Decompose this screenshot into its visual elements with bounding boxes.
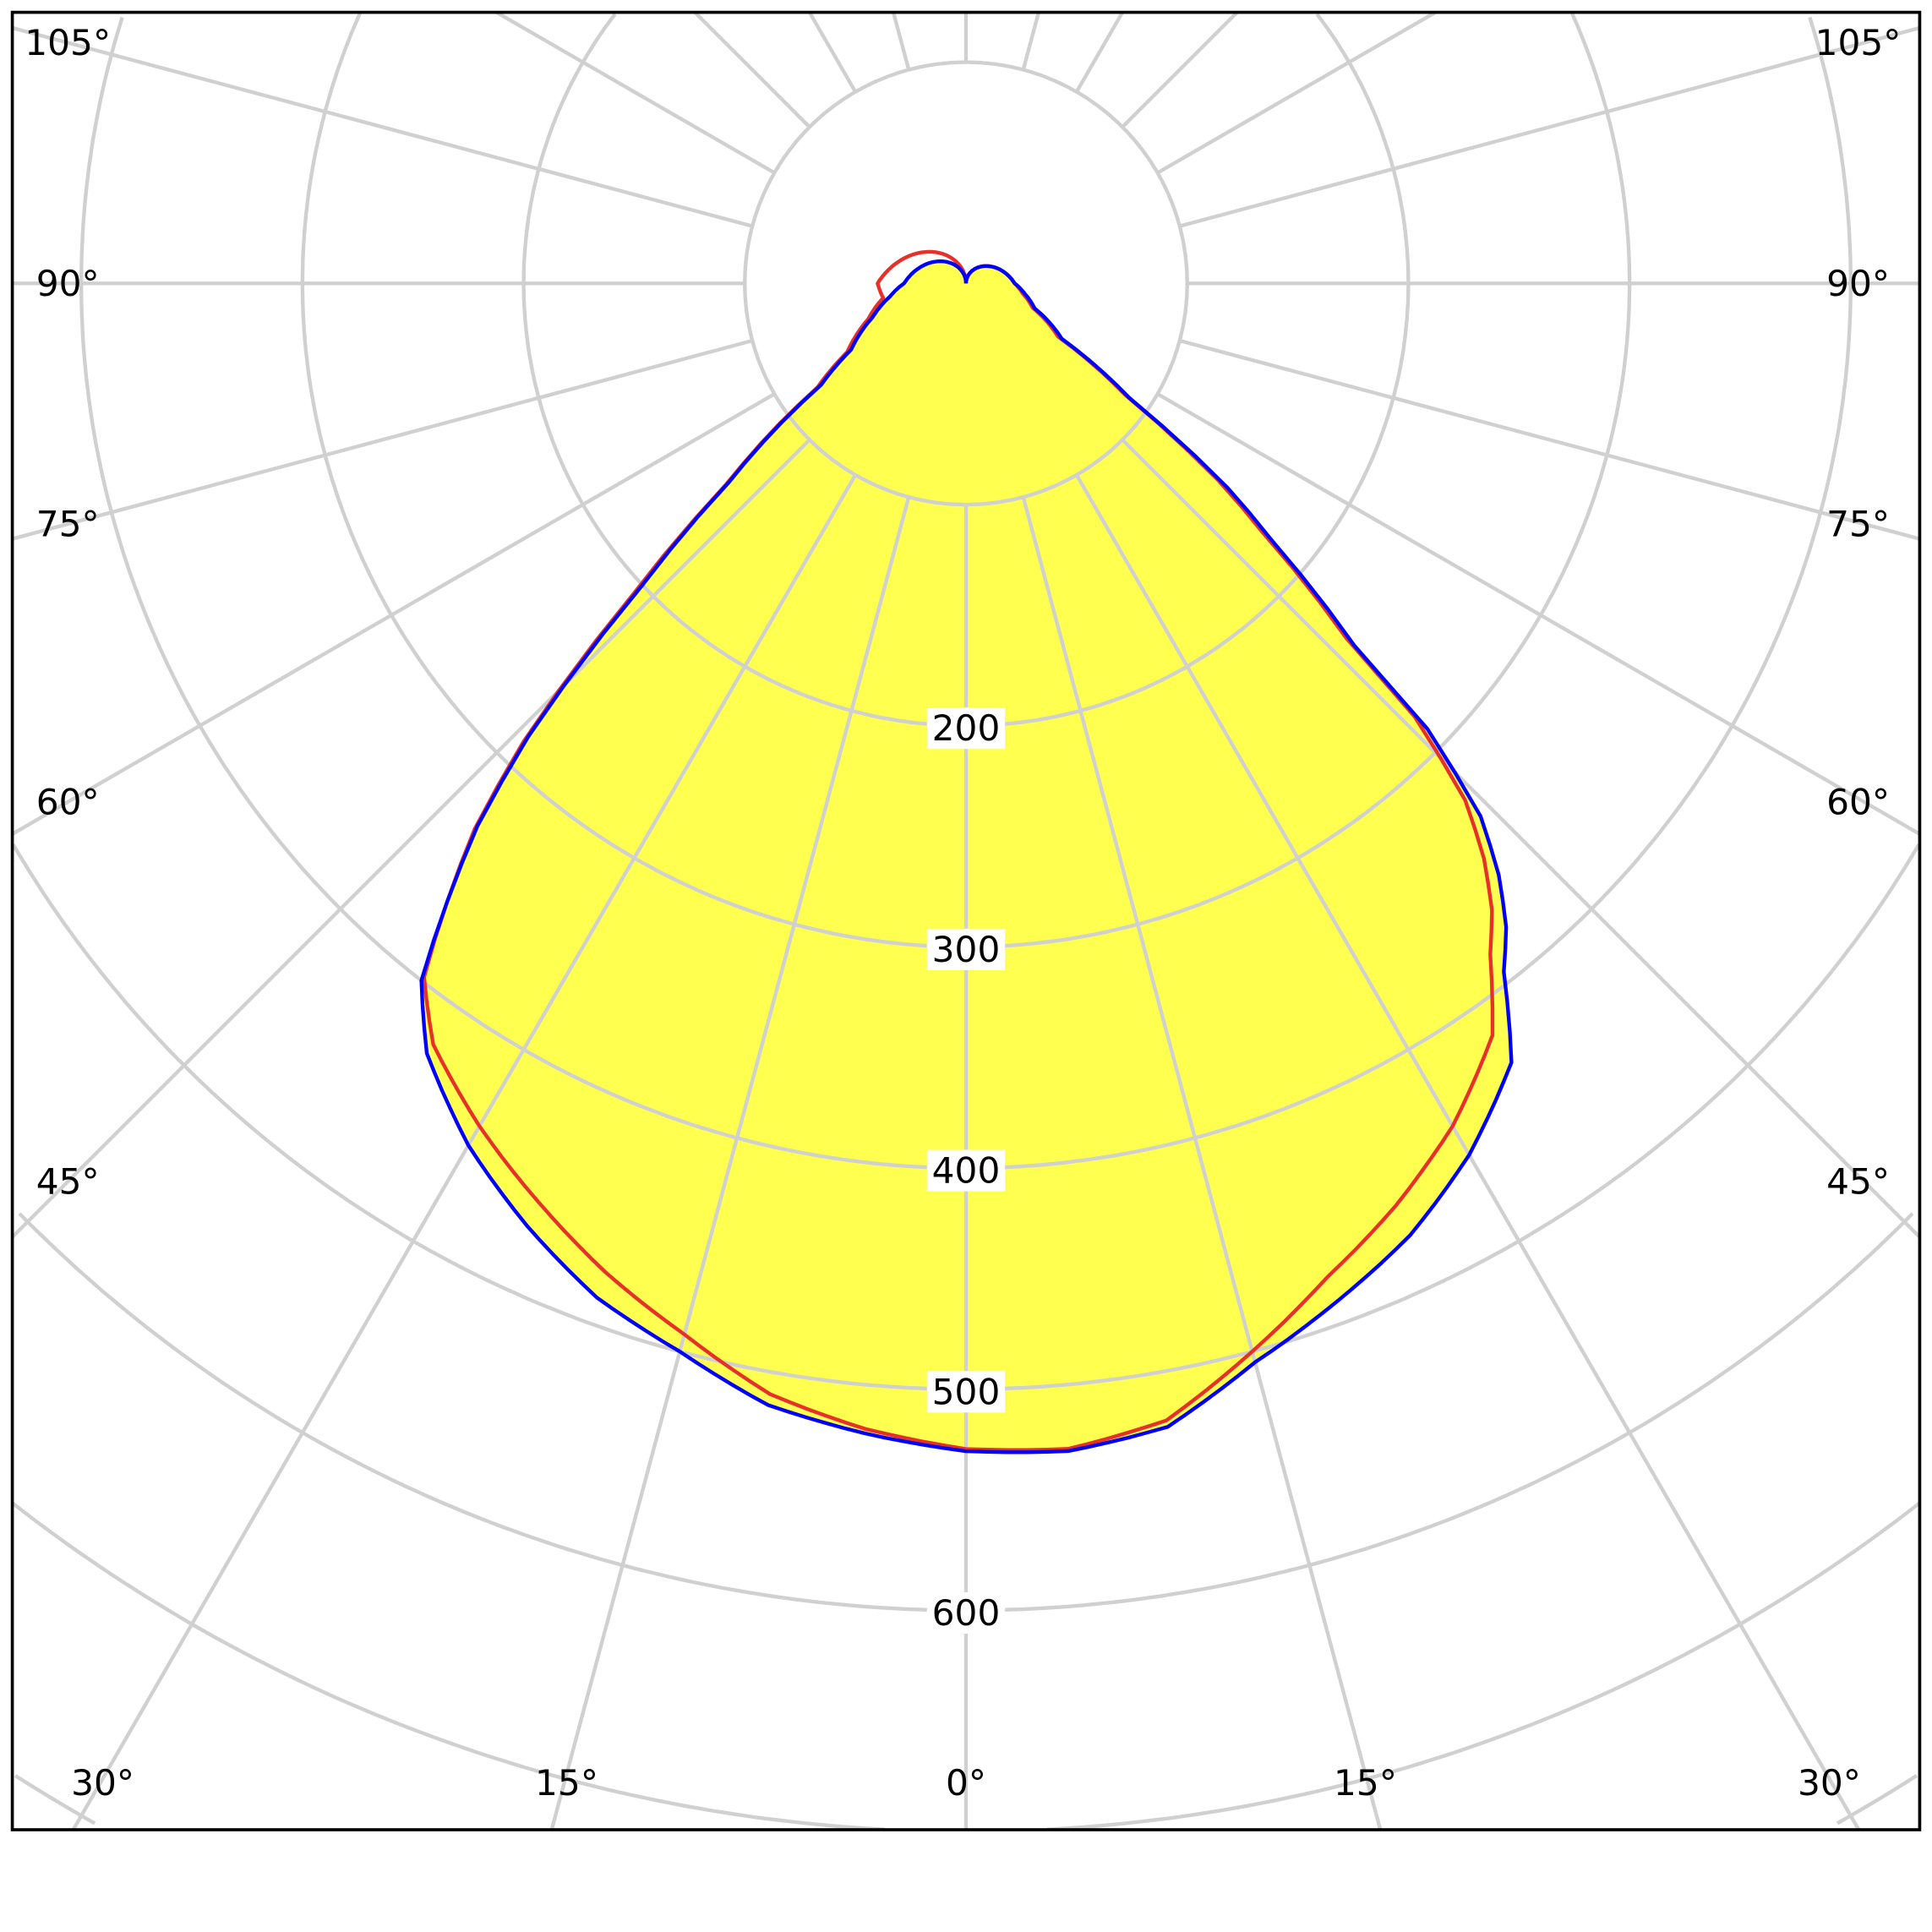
grid-spoke: [12, 392, 776, 836]
angle-label: 60°: [1826, 782, 1890, 823]
grid-ring: [966, 843, 1920, 1391]
grid-ring: [521, 13, 966, 728]
angle-label-bottom: 30°: [71, 1762, 134, 1804]
grid-spoke: [693, 12, 811, 128]
angle-label: 90°: [1826, 263, 1890, 304]
grid-ring: [966, 13, 1632, 949]
grid-spoke: [1121, 12, 1239, 128]
angle-label: 105°: [25, 22, 111, 63]
grid-spoke: [495, 12, 776, 175]
grid-spoke: [1121, 438, 1920, 1239]
grid-ring: [1046, 1502, 1920, 1830]
grid-ring: [966, 16, 1853, 1171]
grid-spoke: [12, 438, 811, 1239]
radial-tick-label: 300: [932, 929, 1001, 970]
radial-tick-label: 600: [932, 1592, 1001, 1634]
label-layer: 200 300 400 500 600 105° 105° 90° 90° 75° 75° 60° 60…: [25, 22, 1901, 1804]
grid-ring: [12, 1502, 886, 1830]
angle-label: 105°: [1815, 22, 1902, 63]
angle-label: 75°: [1826, 504, 1890, 545]
grid-layer: [12, 12, 1920, 1830]
angle-label: 75°: [36, 504, 100, 545]
angle-label: 90°: [36, 263, 100, 304]
angle-label: 60°: [36, 782, 100, 823]
grid-spoke: [1156, 392, 1920, 836]
grid-ring: [966, 1212, 1914, 1613]
tick-label-bg: [926, 1149, 1006, 1192]
grid-ring: [18, 1212, 966, 1613]
grid-spoke: [1074, 473, 1861, 1830]
tick-label-bg: [926, 707, 1006, 750]
angle-label-bottom: 15°: [1334, 1762, 1397, 1804]
curve-layer: [419, 249, 1514, 1454]
grid-ring: [300, 13, 966, 949]
grid-ring: [12, 843, 966, 1391]
angle-label-bottom: 0°: [946, 1762, 986, 1804]
grid-spoke: [807, 12, 858, 93]
grid-spoke: [1021, 496, 1383, 1830]
grid-spoke: [12, 338, 753, 541]
plot-frame: [10, 10, 1922, 1831]
angle-label: 45°: [36, 1161, 100, 1203]
series-line-blue: [419, 259, 1514, 1454]
grid-spoke: [71, 473, 858, 1830]
tick-label-bg: [926, 1371, 1006, 1413]
angle-label: 45°: [1826, 1161, 1890, 1203]
tick-label-bg: [926, 1591, 1006, 1634]
tick-label-bg: [926, 928, 1006, 970]
radial-tick-label: 400: [932, 1150, 1001, 1192]
grid-ring: [79, 16, 966, 1171]
grid-spoke: [891, 12, 911, 71]
grid-ring: [966, 13, 1411, 728]
grid-spoke: [12, 25, 753, 228]
angle-label-bottom: 30°: [1798, 1762, 1861, 1804]
radial-tick-label: 200: [932, 707, 1001, 749]
grid-spoke: [1179, 338, 1920, 541]
grid-spoke: [549, 496, 911, 1830]
radial-tick-label: 500: [932, 1371, 1001, 1412]
grid-spoke: [1021, 12, 1041, 71]
grid-spoke: [1156, 12, 1437, 175]
angle-label-bottom: 15°: [535, 1762, 598, 1804]
grid-spoke: [1179, 25, 1920, 228]
grid-spoke: [1074, 12, 1125, 93]
